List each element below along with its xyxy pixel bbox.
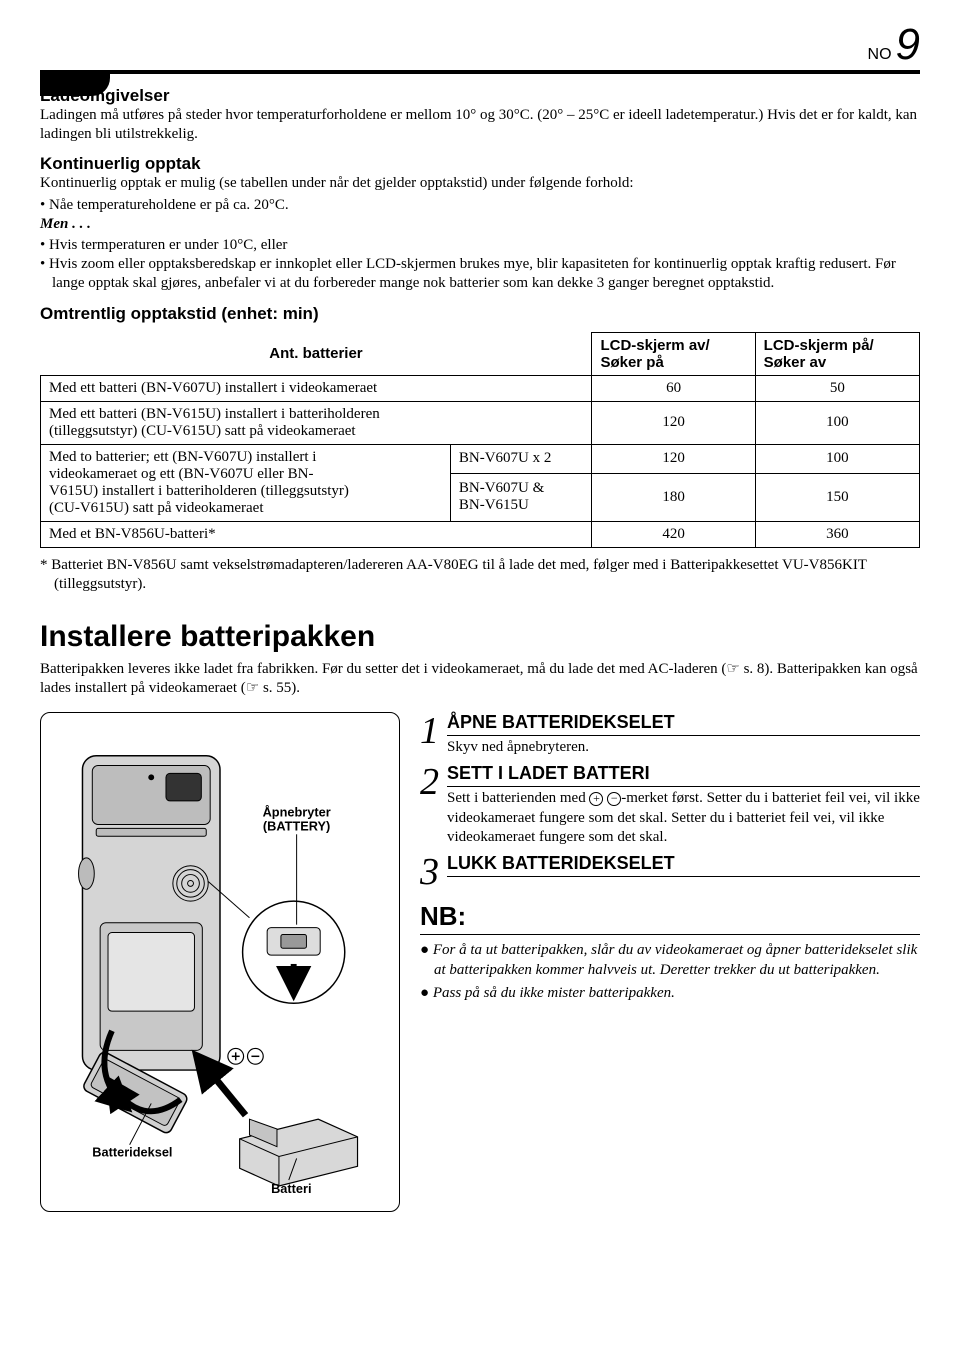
step-1-title: ÅPNE BATTERIDEKSELET	[447, 712, 920, 733]
nb-title: NB:	[420, 901, 920, 932]
step-3: 3 LUKK BATTERIDEKSELET	[420, 853, 920, 891]
th-batteries: Ant. batterier	[41, 332, 592, 375]
minus-icon: −	[607, 792, 621, 806]
nb-item: For å ta ut batteripakken, slår du av vi…	[420, 941, 920, 980]
section-charging-env-title: Ladeomgivelser	[40, 86, 920, 106]
cont-rec-bullet-3: • Hvis zoom eller opptaksberedskap er in…	[40, 255, 920, 293]
label-opener2: (BATTERY)	[263, 819, 330, 834]
table-row: Med to batterier; ett (BN-V607U) install…	[41, 444, 920, 473]
step-1-text: Skyv ned åpnebryteren.	[447, 738, 920, 757]
nb-list: For å ta ut batteripakken, slår du av vi…	[420, 941, 920, 1004]
step-2-text: Sett i batterienden med + −-merket først…	[447, 789, 920, 847]
step-2: 2 SETT I LADET BATTERI Sett i batteriend…	[420, 763, 920, 847]
install-title: Installere batteripakken	[40, 620, 920, 654]
header-page-number: 9	[896, 20, 920, 70]
table-footnote: * Batteriet BN-V856U samt vekselstrømada…	[40, 556, 920, 594]
step-number: 2	[420, 763, 439, 801]
th-lcd-on: LCD-skjerm på/Søker av	[755, 332, 919, 375]
cont-rec-intro: Kontinuerlig opptak er mulig (se tabelle…	[40, 174, 920, 193]
th-lcd-off: LCD-skjerm av/Søker på	[592, 332, 755, 375]
label-opener: Åpnebryter	[263, 805, 331, 820]
rule	[447, 735, 920, 736]
section-cont-rec-title: Kontinuerlig opptak	[40, 154, 920, 174]
camcorder-diagram: Åpnebryter (BATTERY) Batterideksel Batte…	[53, 725, 387, 1199]
step-3-title: LUKK BATTERIDEKSELET	[447, 853, 920, 874]
section-charging-env-text: Ladingen må utføres på steder hvor tempe…	[40, 106, 920, 144]
step-1: 1 ÅPNE BATTERIDEKSELET Skyv ned åpnebryt…	[420, 712, 920, 757]
header-no: NO	[868, 46, 892, 64]
tab-icon	[40, 70, 110, 96]
nb-item: Pass på så du ikke mister batteripakken.	[420, 984, 920, 1004]
step-number: 3	[420, 853, 439, 891]
plus-icon: +	[589, 792, 603, 806]
table-row: Med ett batteri (BN-V615U) installert i …	[41, 401, 920, 444]
top-rule	[40, 70, 920, 74]
label-battery: Batteri	[271, 1181, 311, 1196]
install-intro: Batteripakken leveres ikke ladet fra fab…	[40, 660, 920, 698]
rule	[447, 876, 920, 877]
rule	[420, 934, 920, 935]
cont-rec-bullet-2: • Hvis termperaturen er under 10°C, elle…	[40, 236, 920, 255]
step-2-title: SETT I LADET BATTERI	[447, 763, 920, 784]
cont-rec-bullet-1: • Nåe temperatureholdene er på ca. 20°C.	[40, 196, 920, 215]
table-row: Med ett batteri (BN-V607U) installert i …	[41, 375, 920, 401]
diagram-box: Åpnebryter (BATTERY) Batterideksel Batte…	[40, 712, 400, 1212]
cont-rec-men: Men . . .	[40, 215, 920, 234]
table-row: Med et BN-V856U-batteri* 420 360	[41, 521, 920, 547]
recording-time-table: Ant. batterier LCD-skjerm av/Søker på LC…	[40, 332, 920, 548]
label-cover: Batterideksel	[92, 1145, 172, 1160]
table-title: Omtrentlig opptakstid (enhet: min)	[40, 304, 920, 324]
step-number: 1	[420, 712, 439, 750]
rule	[447, 786, 920, 787]
page-header: NO 9	[40, 20, 920, 70]
